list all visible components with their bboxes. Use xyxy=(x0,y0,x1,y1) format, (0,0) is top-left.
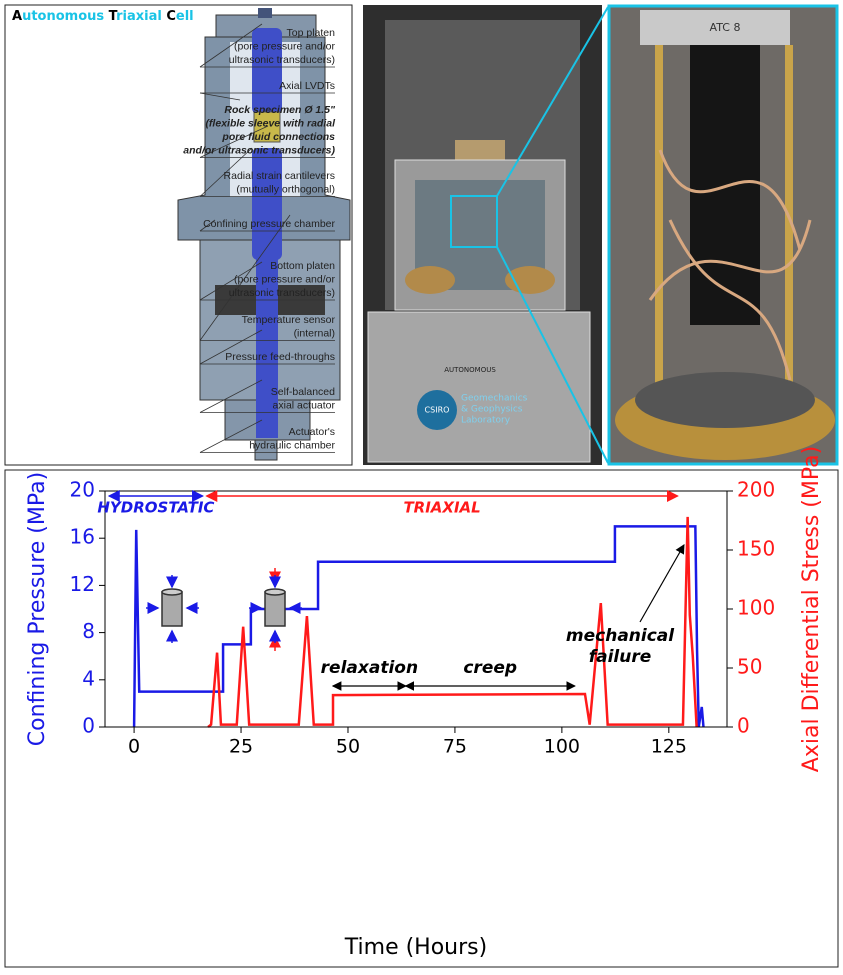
callout-label: ultrasonic transducers) xyxy=(229,287,335,299)
logo-text: Geomechanics xyxy=(461,394,528,404)
callout-label: (pore pressure and/or xyxy=(234,273,335,285)
callout-label: Bottom platen xyxy=(270,260,335,272)
x-tick-label: 75 xyxy=(443,736,467,758)
y-tick-label: 20 xyxy=(70,478,95,502)
y-tick-label: 16 xyxy=(70,525,95,549)
callout-label: axial actuator xyxy=(273,399,336,411)
callout-label: and/or ultrasonic transducers) xyxy=(183,144,335,156)
callout-label: Confining pressure chamber xyxy=(203,218,335,230)
tag: ATC 8 xyxy=(710,21,741,34)
diagram-title: Autonomous Triaxial Cell xyxy=(12,9,194,24)
y-tick-label: 12 xyxy=(70,572,95,596)
callout-label: hydraulic chamber xyxy=(249,439,335,451)
callout-label: Radial strain cantilevers xyxy=(224,170,335,182)
panel-text: AUTONOMOUS xyxy=(444,366,496,374)
logo-text: Laboratory xyxy=(461,416,511,426)
y2-axis-label: Axial Differential Stress (MPa) xyxy=(799,446,824,772)
y2-tick-label: 0 xyxy=(737,714,750,738)
y-tick-label: 8 xyxy=(82,619,95,643)
period-label: creep xyxy=(463,658,517,678)
y2-tick-label: 50 xyxy=(737,655,762,679)
callout-label: (pore pressure and/or xyxy=(234,40,335,52)
logo-text: & Geophysics xyxy=(461,405,523,415)
phase-label: HYDROSTATIC xyxy=(97,499,214,517)
y-tick-label: 4 xyxy=(82,666,95,690)
chart-frame xyxy=(5,470,838,967)
callout-label: (flexible sleeve with radial xyxy=(205,117,336,129)
callout-label: ultrasonic transducers) xyxy=(229,54,335,66)
failure-label: failure xyxy=(589,647,652,667)
callout-label: Pressure feed-throughs xyxy=(225,351,335,363)
y-tick-label: 0 xyxy=(82,714,95,738)
y-axis-label: Confining Pressure (MPa) xyxy=(25,472,50,746)
callout-label: Actuator's xyxy=(289,426,335,438)
callout-label: Self-balanced xyxy=(271,386,335,398)
y2-tick-label: 200 xyxy=(737,478,775,502)
x-tick-label: 50 xyxy=(336,736,360,758)
badge: CSIRO xyxy=(425,406,450,415)
x-tick-label: 0 xyxy=(128,736,140,758)
figure: Autonomous Triaxial Cell CSIRO AUTONOMOU… xyxy=(0,0,843,971)
callout-label: pore fluid connections xyxy=(221,131,335,143)
phase-label: TRIAXIAL xyxy=(403,499,480,517)
callout-label: (internal) xyxy=(294,327,335,339)
callout-label: Temperature sensor xyxy=(242,314,336,326)
x-tick-label: 100 xyxy=(544,736,580,758)
y2-tick-label: 150 xyxy=(737,537,775,561)
x-axis-label: Time (Hours) xyxy=(344,935,487,960)
failure-label: mechanical xyxy=(566,626,675,646)
callout-label: Rock specimen Ø 1.5" xyxy=(224,104,336,116)
callout-label: Top platen xyxy=(287,27,336,39)
x-tick-label: 125 xyxy=(651,736,687,758)
y2-tick-label: 100 xyxy=(737,596,775,620)
x-tick-label: 25 xyxy=(229,736,253,758)
callout-label: (mutually orthogonal) xyxy=(236,183,335,195)
period-label: relaxation xyxy=(321,658,418,678)
callout-label: Axial LVDTs xyxy=(279,80,335,92)
